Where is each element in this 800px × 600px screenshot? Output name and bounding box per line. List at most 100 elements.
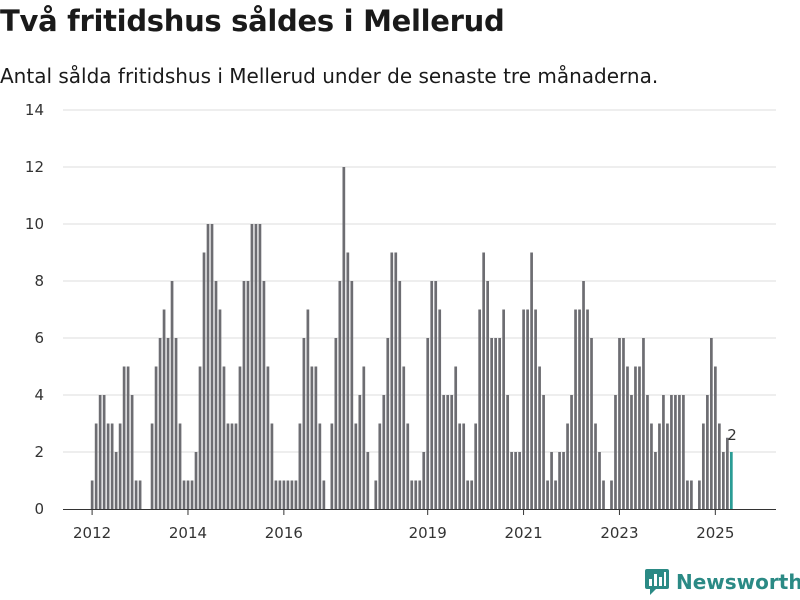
bar bbox=[138, 480, 142, 509]
bar bbox=[194, 452, 198, 509]
bar bbox=[154, 366, 158, 509]
bar bbox=[246, 281, 250, 509]
bar bbox=[258, 224, 262, 509]
bar bbox=[502, 309, 505, 509]
bar bbox=[414, 480, 418, 509]
bar bbox=[178, 423, 182, 509]
bar bbox=[454, 366, 458, 509]
bar bbox=[234, 423, 238, 509]
bar bbox=[110, 423, 114, 509]
bar bbox=[470, 480, 474, 509]
y-tick-label: 12 bbox=[25, 158, 44, 176]
bar bbox=[638, 366, 641, 509]
bar bbox=[426, 338, 430, 509]
bar bbox=[398, 281, 402, 509]
bar-chart: 0 2 4 6 8 10 12 14 2012 2014 2016 2019 2021 2023 2025 2 bbox=[25, 101, 776, 542]
bar bbox=[338, 281, 342, 509]
bar bbox=[350, 281, 354, 509]
bar bbox=[294, 480, 298, 509]
bar bbox=[346, 252, 350, 509]
bar bbox=[434, 281, 438, 509]
bar bbox=[594, 423, 597, 509]
bar bbox=[166, 338, 170, 509]
bar bbox=[582, 281, 585, 509]
bar bbox=[186, 480, 190, 509]
bar bbox=[646, 395, 649, 509]
bar bbox=[118, 423, 122, 509]
bar bbox=[182, 480, 186, 509]
bar bbox=[134, 480, 138, 509]
bar bbox=[690, 480, 693, 509]
bar bbox=[314, 366, 318, 509]
bar bbox=[598, 452, 601, 509]
bar bbox=[418, 480, 422, 509]
bar bbox=[726, 437, 729, 509]
bar bbox=[546, 480, 549, 509]
x-tick-label: 2021 bbox=[504, 524, 542, 542]
bar bbox=[634, 366, 637, 509]
bar bbox=[534, 309, 537, 509]
bar bbox=[458, 423, 462, 509]
bar bbox=[290, 480, 294, 509]
bar bbox=[238, 366, 242, 509]
y-tick-label: 14 bbox=[25, 101, 44, 119]
bar bbox=[574, 309, 577, 509]
bar bbox=[662, 395, 665, 509]
bar bbox=[698, 480, 701, 509]
bar bbox=[494, 338, 497, 509]
bar bbox=[682, 395, 685, 509]
x-tick-label: 2025 bbox=[696, 524, 734, 542]
bar bbox=[366, 452, 370, 509]
chart-subtitle: Antal sålda fritidshus i Mellerud under … bbox=[0, 64, 659, 88]
bar bbox=[422, 452, 426, 509]
bar bbox=[466, 480, 470, 509]
bar bbox=[222, 366, 226, 509]
y-tick-label: 6 bbox=[34, 329, 44, 347]
bar bbox=[558, 452, 561, 509]
bar bbox=[206, 224, 210, 509]
bar bbox=[474, 423, 478, 509]
y-tick-label: 4 bbox=[34, 386, 44, 404]
bar bbox=[446, 395, 450, 509]
bar bbox=[602, 480, 605, 509]
bar bbox=[714, 366, 717, 509]
bar bbox=[130, 395, 134, 509]
bar bbox=[174, 338, 178, 509]
bar bbox=[658, 423, 661, 509]
bar bbox=[402, 366, 406, 509]
bar bbox=[618, 338, 621, 509]
bar bbox=[718, 423, 721, 509]
newsworthy-logo-text: Newsworthy bbox=[676, 570, 800, 594]
bar bbox=[654, 452, 657, 509]
bar bbox=[98, 395, 102, 509]
bar bbox=[626, 366, 629, 509]
bar bbox=[282, 480, 286, 509]
bar bbox=[442, 395, 446, 509]
bar bbox=[190, 480, 194, 509]
bar bbox=[254, 224, 258, 509]
bar bbox=[126, 366, 130, 509]
bar bbox=[198, 366, 202, 509]
newsworthy-logo: Newsworthy bbox=[644, 568, 800, 596]
bar bbox=[514, 452, 517, 509]
bar bbox=[202, 252, 206, 509]
bar bbox=[270, 423, 274, 509]
bar bbox=[302, 338, 306, 509]
bar bbox=[490, 338, 493, 509]
bar bbox=[478, 309, 482, 509]
bar bbox=[318, 423, 322, 509]
bar bbox=[262, 281, 266, 509]
bar bbox=[362, 366, 366, 509]
bar bbox=[334, 338, 338, 509]
bar bbox=[522, 309, 525, 509]
bar bbox=[266, 366, 270, 509]
bar bbox=[670, 395, 673, 509]
bar bbox=[310, 366, 314, 509]
bar bbox=[382, 395, 386, 509]
bar bbox=[114, 452, 118, 509]
bar bbox=[378, 423, 382, 509]
bar bbox=[614, 395, 617, 509]
bar bbox=[666, 423, 669, 509]
bar bbox=[562, 452, 565, 509]
bar-latest bbox=[730, 452, 733, 509]
